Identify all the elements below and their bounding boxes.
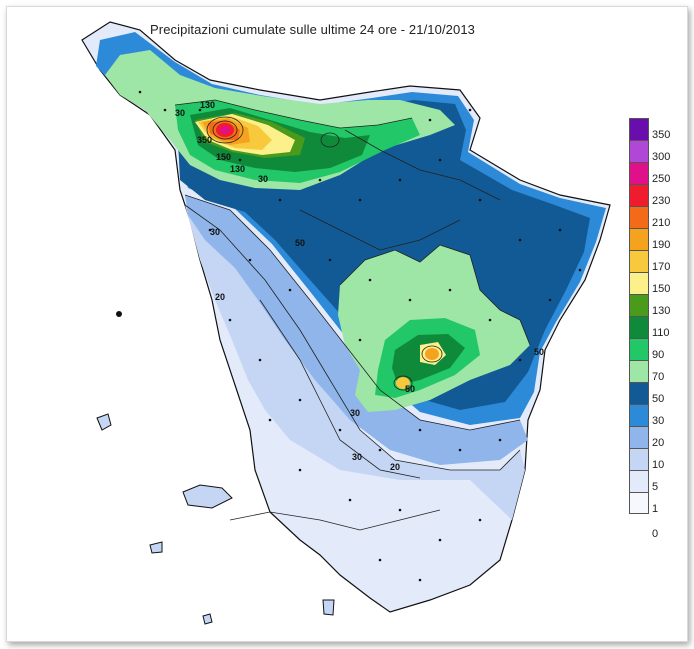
contour-label: 30	[210, 227, 220, 237]
legend-label: 10	[652, 459, 665, 471]
legend-label: 90	[652, 349, 665, 361]
gorgona-dot	[116, 311, 122, 317]
legend-item: 20	[629, 426, 683, 449]
legend-swatch	[629, 228, 649, 250]
legend-label: 350	[652, 129, 671, 141]
legend-swatch	[629, 184, 649, 206]
contour-label: 30	[258, 174, 268, 184]
legend-item: 250	[629, 162, 683, 185]
legend-item: 10	[629, 448, 683, 471]
legend-label: 300	[652, 151, 671, 163]
map-title: Precipitazioni cumulate sulle ultime 24 …	[150, 22, 476, 37]
legend-label: 110	[652, 327, 670, 339]
zone-20	[185, 195, 528, 465]
station-dots	[138, 90, 582, 582]
legend-swatch	[629, 206, 649, 228]
contour-label: 50	[405, 384, 415, 394]
contour-label: 50	[534, 347, 544, 357]
legend-item: 90	[629, 338, 683, 361]
legend-label: 30	[652, 415, 665, 427]
legend-item: 70	[629, 360, 683, 383]
legend-swatch	[629, 272, 649, 294]
legend-item: 230	[629, 184, 683, 207]
legend-label: 210	[652, 217, 671, 229]
zone-170-central	[425, 348, 439, 360]
legend-item: 30	[629, 404, 683, 427]
legend-item: 300	[629, 140, 683, 163]
legend-swatch	[629, 118, 649, 140]
legend-label: 170	[652, 261, 671, 273]
legend-swatch	[629, 294, 649, 316]
legend-item: 110	[629, 316, 683, 339]
contour-label: 30	[175, 108, 185, 118]
legend-swatch	[629, 492, 649, 514]
legend-swatch	[629, 360, 649, 382]
legend-swatch	[629, 404, 649, 426]
legend-label: 230	[652, 195, 671, 207]
legend-zero-label: 0	[652, 528, 659, 540]
contour-label: 130	[200, 100, 215, 110]
legend-swatch	[629, 426, 649, 448]
legend-label: 20	[652, 437, 665, 449]
legend-item: 130	[629, 294, 683, 317]
legend-swatch	[629, 250, 649, 272]
zone-300-north	[220, 126, 230, 134]
legend-item: 350	[629, 118, 683, 141]
legend-label: 190	[652, 239, 671, 251]
contour-lines	[174, 99, 531, 531]
legend-label: 5	[652, 481, 659, 493]
legend-item: 190	[629, 228, 683, 251]
zone-170-central-b	[396, 377, 410, 389]
legend-label: 50	[652, 393, 665, 405]
contour-label: 30	[352, 452, 362, 462]
legend-swatch	[629, 140, 649, 162]
contour-label: 130	[230, 164, 245, 174]
legend-item: 170	[629, 250, 683, 273]
contour-label: 30	[350, 408, 360, 418]
contour-label: 350	[197, 135, 212, 145]
legend-label: 130	[652, 305, 671, 317]
legend-item: 1	[629, 492, 683, 515]
contour-label: 20	[215, 292, 225, 302]
legend-label: 1	[652, 503, 659, 515]
contour-label: 20	[390, 462, 400, 472]
legend-swatch	[629, 338, 649, 360]
legend-label: 150	[652, 283, 671, 295]
legend-label: 250	[652, 173, 671, 185]
legend-item: 5	[629, 470, 683, 493]
legend-item: 150	[629, 272, 683, 295]
contour-label: 150	[216, 152, 231, 162]
legend-swatch	[629, 162, 649, 184]
legend-label: 70	[652, 371, 665, 383]
legend-swatch	[629, 382, 649, 404]
legend-swatch	[629, 316, 649, 338]
islands	[96, 413, 335, 625]
precipitation-legend: 350 300 250 230 210 190 170 150 130 110 90 70 50 30 20…	[629, 118, 683, 515]
legend-swatch	[629, 448, 649, 470]
contour-labels: 350 150 130 130 30 50 50 30 30 20 30 20 …	[175, 100, 544, 472]
legend-item: 50	[629, 382, 683, 405]
legend-item: 210	[629, 206, 683, 229]
legend-swatch	[629, 470, 649, 492]
contour-label: 50	[295, 238, 305, 248]
